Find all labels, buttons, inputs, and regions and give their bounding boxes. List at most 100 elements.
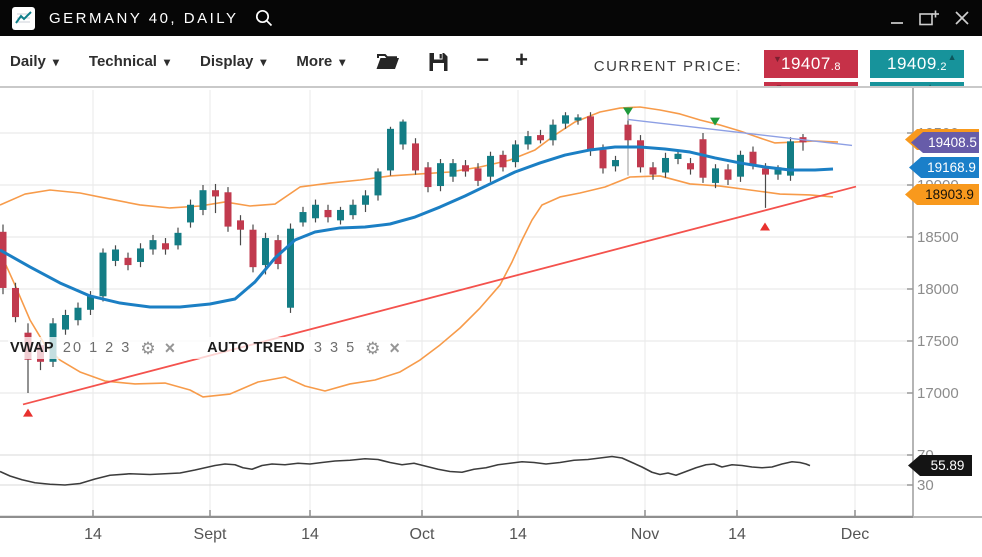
gear-icon[interactable]: ⚙ <box>140 338 156 358</box>
resistance-trendline <box>627 118 853 147</box>
buy-signal-icon <box>23 408 33 417</box>
trendline-price-tag: 19408.5 <box>911 132 979 153</box>
y-axis-label: 17000 <box>917 385 959 402</box>
candle-down <box>587 116 594 151</box>
candle-up <box>362 195 369 205</box>
candle-down <box>462 165 469 172</box>
menu-display[interactable]: Display ▾ <box>200 53 266 70</box>
candle-up <box>62 315 69 330</box>
chevron-down-icon: ▾ <box>260 54 267 69</box>
y-axis-label: 18000 <box>917 281 959 298</box>
vwap-indicator-label: VWAP <box>10 340 54 356</box>
candle-up <box>737 154 744 177</box>
oscillator-value-tag: 55.89 <box>908 455 972 476</box>
ask-price-stack: 19409.2 ▲ ▲ <box>870 50 964 86</box>
candle-down <box>124 257 132 266</box>
candle-up <box>549 124 557 141</box>
candle-down <box>162 243 169 250</box>
x-axis-label: Dec <box>840 526 870 543</box>
vwap-indicator-params: 20 1 2 3 <box>62 340 132 356</box>
candle-up <box>112 249 119 261</box>
candle-down <box>212 190 219 197</box>
bid-price-button[interactable]: ▼ 19407.8 <box>764 50 858 78</box>
window-controls <box>890 9 970 27</box>
candle-up <box>349 204 357 216</box>
candle-up <box>562 115 569 124</box>
bid-price-secondary: ▼ <box>764 82 858 88</box>
chart-area[interactable]: 1950019000185001800017500170007030 14Sep… <box>0 88 982 557</box>
candle-down <box>649 167 657 175</box>
candle-down <box>274 240 282 265</box>
candle-up <box>137 248 144 262</box>
candle-up <box>187 204 194 223</box>
price-chart-canvas[interactable] <box>0 88 982 518</box>
candle-down <box>699 139 707 178</box>
menu-timeframe[interactable]: Daily ▾ <box>10 53 59 70</box>
oscillator-axis-label: 30 <box>917 477 934 494</box>
candle-down <box>424 167 432 188</box>
menu-technical-label: Technical <box>88 53 157 70</box>
menu-technical[interactable]: Technical ▾ <box>89 53 170 70</box>
candle-up <box>337 209 344 221</box>
close-icon[interactable] <box>954 10 970 26</box>
candle-up <box>149 240 157 250</box>
candle-up <box>662 157 669 173</box>
candle-up <box>574 117 582 121</box>
candle-down <box>724 169 732 180</box>
save-icon[interactable] <box>427 50 450 74</box>
chevron-down-icon: ▾ <box>163 54 171 69</box>
current-price-group: CURRENT PRICE: ▼ 19407.8 ▼ 19409.2 ▲ ▲ <box>594 36 972 88</box>
chevron-down-icon: ▾ <box>339 54 346 69</box>
autotrend-indicator-params: 3 3 5 <box>313 340 357 356</box>
candle-up <box>487 155 494 177</box>
lower-band-line <box>0 175 834 398</box>
candle-up <box>774 167 782 175</box>
zoom-out-button[interactable]: − <box>476 47 490 72</box>
x-axis-label: Sept <box>193 526 227 543</box>
sell-signal-icon <box>710 117 720 126</box>
x-axis-label: 14 <box>728 526 746 543</box>
vwap-price-tag: 19168.9 <box>909 157 979 178</box>
candle-down <box>324 209 332 218</box>
candle-down <box>762 168 769 175</box>
menu-timeframe-label: Daily <box>10 53 46 70</box>
candle-down <box>412 143 419 171</box>
bid-price-value: 19407 <box>781 54 831 73</box>
candle-down <box>0 231 7 288</box>
menu-more[interactable]: More ▾ <box>296 53 345 70</box>
search-icon[interactable] <box>253 7 275 29</box>
candle-up <box>99 252 107 297</box>
ask-price-button[interactable]: 19409.2 ▲ <box>870 50 964 78</box>
candle-down <box>599 149 607 169</box>
candle-up <box>524 136 532 145</box>
candle-down <box>499 154 507 168</box>
zoom-in-button[interactable]: + <box>515 47 528 72</box>
x-axis-label: Oct <box>409 526 435 543</box>
candle-up <box>674 153 682 159</box>
lower-band-price-tag: 18903.9 <box>905 184 979 205</box>
oscillator-line <box>0 455 811 486</box>
remove-autotrend-icon[interactable]: × <box>389 338 400 358</box>
upper-band-line <box>0 106 839 209</box>
menu-display-label: Display <box>200 53 254 70</box>
candle-down <box>12 287 19 318</box>
open-folder-icon[interactable] <box>375 50 401 74</box>
bid-price-stack: ▼ 19407.8 ▼ <box>764 50 858 88</box>
buy-signal-icon <box>760 222 770 231</box>
candle-up <box>787 141 794 176</box>
down-arrow-icon: ▼ <box>775 83 783 88</box>
window-title: GERMANY 40, DAILY <box>49 9 239 27</box>
minimize-icon[interactable] <box>890 10 904 26</box>
candle-down <box>749 151 757 165</box>
ask-price-value: 19409 <box>887 54 937 73</box>
sell-signal-icon <box>623 107 633 116</box>
candle-down <box>237 220 244 230</box>
remove-vwap-icon[interactable]: × <box>164 338 176 358</box>
candle-up <box>449 163 457 177</box>
gear-icon[interactable]: ⚙ <box>365 338 381 358</box>
candle-up <box>312 204 319 219</box>
toolbar: Daily ▾ Technical ▾ Display ▾ More ▾ − +… <box>0 36 982 88</box>
restore-window-icon[interactable] <box>918 9 940 27</box>
candle-down <box>224 192 232 227</box>
candle-up <box>299 212 307 223</box>
